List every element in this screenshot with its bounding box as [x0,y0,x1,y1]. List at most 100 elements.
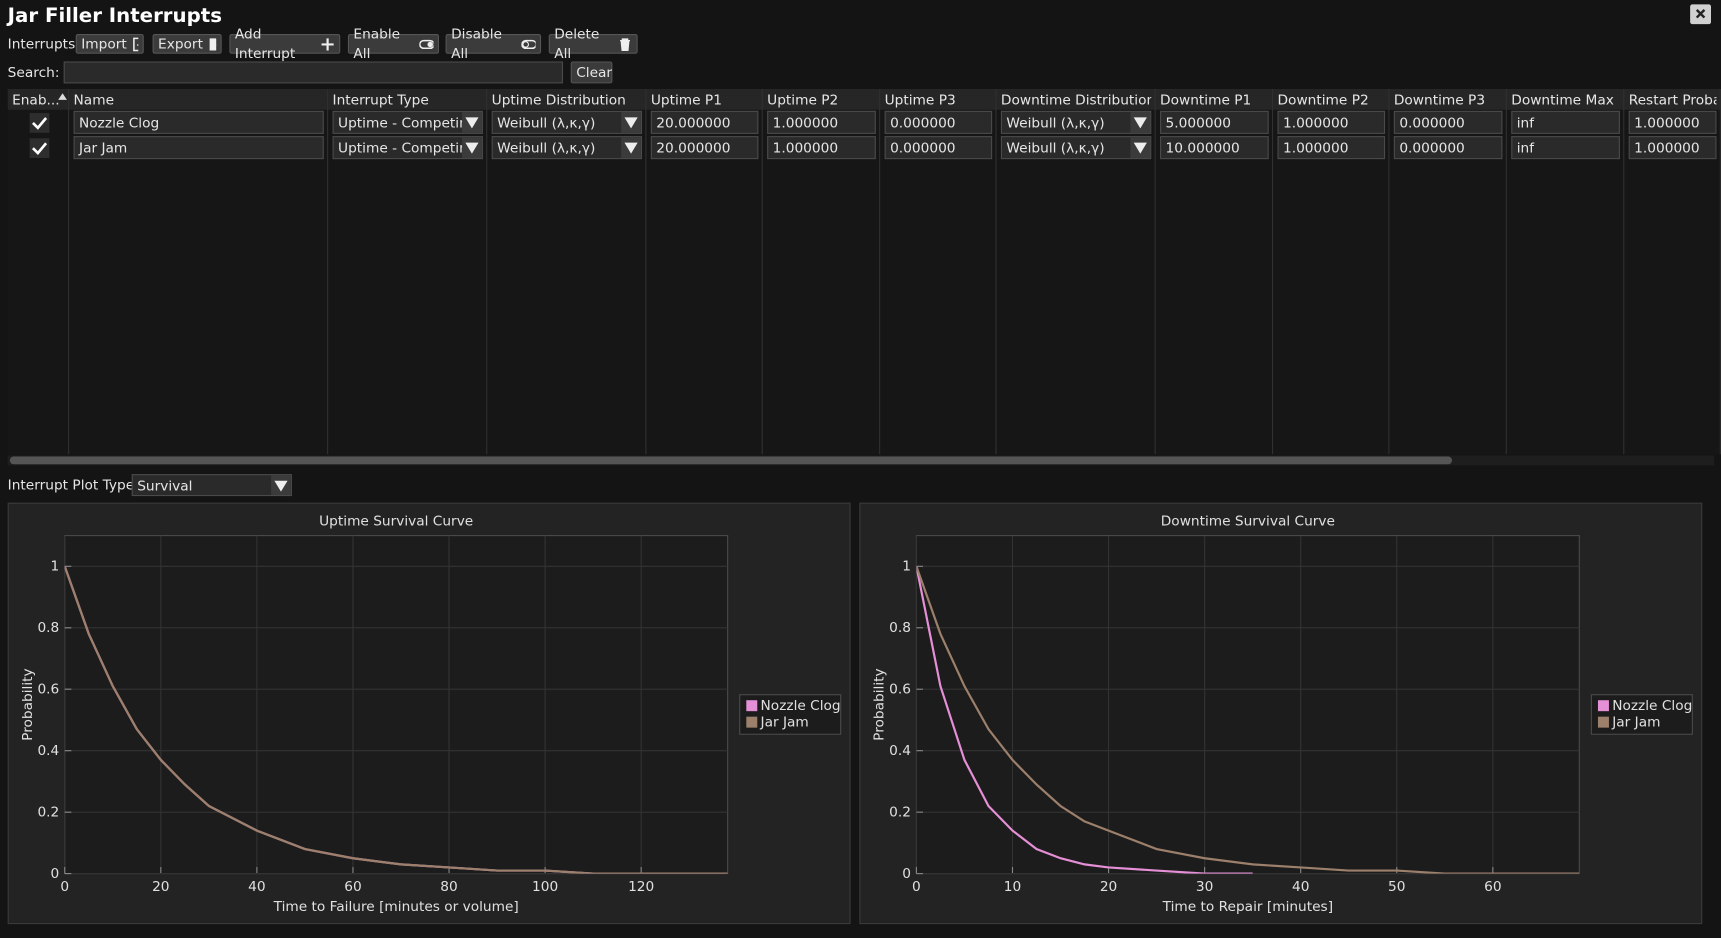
column-header: Enab... [12,91,65,107]
plot-area [65,536,728,874]
table-combo[interactable]: Uptime - Competing [333,136,483,159]
cell-text: 0.000000 [890,114,955,130]
column-header: Downtime P1 [1160,91,1269,107]
toolbar-button[interactable]: Disable All [446,34,541,54]
legend-entry: Jar Jam [1611,715,1660,731]
button-label: Import [81,34,127,54]
clear-button[interactable]: Clear [571,61,613,83]
table-combo[interactable]: Weibull (λ,κ,γ) [492,136,642,159]
table-combo[interactable]: Weibull (λ,κ,γ) [1001,136,1151,159]
combo-arrow [621,112,641,133]
toolbar-button[interactable]: Import [76,34,144,54]
button-icon [131,37,138,51]
y-tick-label: 0 [51,866,60,882]
close-button[interactable] [1690,4,1711,24]
legend-swatch [1598,700,1609,711]
table-combo[interactable]: Uptime - Competing [333,111,483,134]
x-tick-label: 50 [1388,879,1405,895]
table-field[interactable]: 1.000000 [1277,111,1385,134]
toolbar-button[interactable]: Export [153,34,222,54]
cell-text: 0.000000 [1399,114,1464,130]
cell-text: Weibull (λ,κ,γ) [1006,139,1104,155]
chart-panel: 010203040506000.20.40.60.81Downtime Surv… [859,503,1702,924]
arrow-icon [462,112,482,133]
x-tick-label: 60 [344,879,361,895]
cell-text: Jar Jam [79,139,127,155]
column-divider [1155,89,1156,454]
cell-text: 1.000000 [1634,139,1699,155]
table-field[interactable]: 0.000000 [1394,136,1503,159]
combo-arrow [462,137,482,158]
toolbar-button[interactable]: Delete All [549,34,638,54]
cell-text: inf [1517,114,1534,130]
button-icon [522,37,536,51]
table-field[interactable]: 10.000000 [1160,136,1269,159]
enabled-checkbox[interactable] [30,113,50,133]
cell-text: 1.000000 [1634,114,1699,130]
combo-arrow [621,137,641,158]
plot-type-label: Interrupt Plot Type [8,476,134,492]
table-combo[interactable]: Weibull (λ,κ,γ) [492,111,642,134]
arrow-icon [621,137,641,158]
y-tick-label: 0.6 [37,682,59,698]
cell-text: 1.000000 [773,139,838,155]
table-combo[interactable]: Weibull (λ,κ,γ) [1001,111,1151,134]
table-field[interactable]: 0.000000 [885,111,993,134]
x-tick-label: 0 [60,879,69,895]
x-tick-label: 40 [1292,879,1309,895]
plot-type-combo[interactable]: Survival [132,474,292,496]
column-divider [68,89,69,454]
y-tick-label: 1 [51,559,60,575]
table-field[interactable]: 1.000000 [1277,136,1385,159]
column-header: Downtime Distribution [1001,91,1151,107]
cell-text: Weibull (λ,κ,γ) [1006,114,1104,130]
legend-swatch [746,700,757,711]
button-icon [321,37,335,51]
button-icon [618,37,632,51]
chart-panel: 02040608010012000.20.40.60.81Uptime Surv… [8,503,851,924]
table-field[interactable]: 1.000000 [767,111,876,134]
y-axis-label: Probability [871,668,887,740]
cell-text: 20.000000 [656,139,730,155]
x-tick-label: 60 [1484,879,1501,895]
table-field[interactable]: 20.000000 [651,111,759,134]
combo-arrow [462,112,482,133]
table-field[interactable]: 20.000000 [651,136,759,159]
table-field[interactable]: inf [1511,136,1620,159]
y-tick-label: 1 [902,559,911,575]
toolbar-button[interactable]: Add Interrupt [229,34,340,54]
search-input[interactable] [64,61,563,83]
table-field[interactable]: 5.000000 [1160,111,1269,134]
table-field[interactable]: Nozzle Clog [74,111,324,134]
x-tick-label: 100 [532,879,558,895]
column-header: Uptime P2 [767,91,876,107]
y-tick-label: 0.4 [37,743,59,759]
table-field[interactable]: inf [1511,111,1620,134]
y-tick-label: 0.6 [889,682,911,698]
cell-text: inf [1517,139,1534,155]
combo-arrow [1130,137,1150,158]
checkmark [30,113,50,133]
button-icon [420,37,434,51]
y-tick-label: 0 [902,866,911,882]
cell-text: Uptime - Competing [338,139,477,155]
x-axis-label: Time to Repair [minutes] [1162,899,1333,915]
table-field[interactable]: 0.000000 [1394,111,1503,134]
enabled-checkbox[interactable] [30,138,50,158]
scrollbar-thumb[interactable] [10,457,1452,465]
button-label: Add Interrupt [235,24,317,64]
table-field[interactable]: 1.000000 [1629,111,1717,134]
table-field[interactable]: 1.000000 [1629,136,1717,159]
chart: 02040608010012000.20.40.60.81Uptime Surv… [9,504,850,923]
table-field[interactable]: Jar Jam [74,136,324,159]
chart-title: Downtime Survival Curve [1161,514,1335,530]
toolbar-button[interactable]: Enable All [348,34,439,54]
column-header: Restart Proba [1629,91,1717,107]
table-field[interactable]: 0.000000 [885,136,993,159]
column-header: Name [74,91,324,107]
column-header: Downtime P2 [1277,91,1385,107]
scrollbar[interactable] [8,455,1715,465]
table-field[interactable]: 1.000000 [767,136,876,159]
y-tick-label: 0.2 [889,805,911,821]
